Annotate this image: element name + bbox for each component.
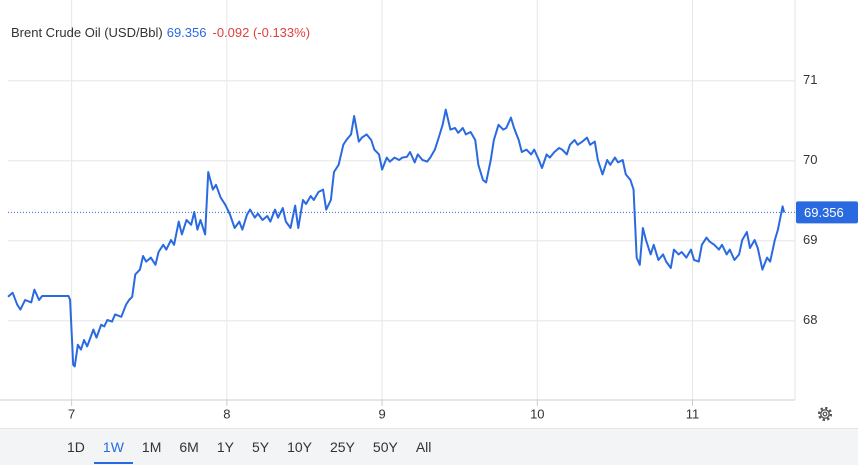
chart: 68 69 70 71 7 8 9 10 11 69.356 — [0, 0, 858, 422]
range-button[interactable]: 25Y — [329, 438, 355, 455]
range-button[interactable]: 10Y — [287, 438, 312, 455]
x-tick-label: 11 — [686, 406, 700, 421]
chart-title: Brent Crude Oil (USD/Bbl) — [11, 25, 163, 40]
range-button[interactable]: All — [415, 438, 432, 455]
range-button[interactable]: 1W — [93, 431, 133, 464]
chart-header: Brent Crude Oil (USD/Bbl) 69.356 -0.092 (-… — [11, 25, 310, 40]
x-tick-label: 8 — [223, 406, 230, 421]
range-button[interactable]: 6M — [179, 438, 199, 455]
y-tick-label: 71 — [803, 72, 817, 87]
x-tick-label: 10 — [530, 406, 544, 421]
last-price-label: 69.356 — [804, 205, 844, 220]
range-button[interactable]: 50Y — [372, 438, 398, 455]
price-line — [7, 108, 786, 368]
y-tick-label: 69 — [803, 232, 817, 247]
range-button[interactable]: 1Y — [216, 438, 234, 455]
price-change: -0.092 (-0.133%) — [212, 25, 311, 40]
last-price-tag — [796, 201, 858, 224]
range-bar: 1D 1W 1M 6M 1Y 5Y 10Y 25Y 50Y All — [0, 428, 858, 465]
settings-icon[interactable] — [817, 406, 833, 422]
x-tick-label: 7 — [68, 406, 75, 421]
range-button[interactable]: 1D — [67, 438, 85, 455]
range-button[interactable]: 1M — [141, 438, 162, 455]
x-tick-label: 9 — [378, 406, 385, 421]
y-tick-label: 68 — [803, 312, 817, 327]
price: 69.356 — [166, 25, 207, 40]
range-button[interactable]: 5Y — [251, 438, 270, 455]
y-tick-label: 70 — [803, 152, 817, 167]
